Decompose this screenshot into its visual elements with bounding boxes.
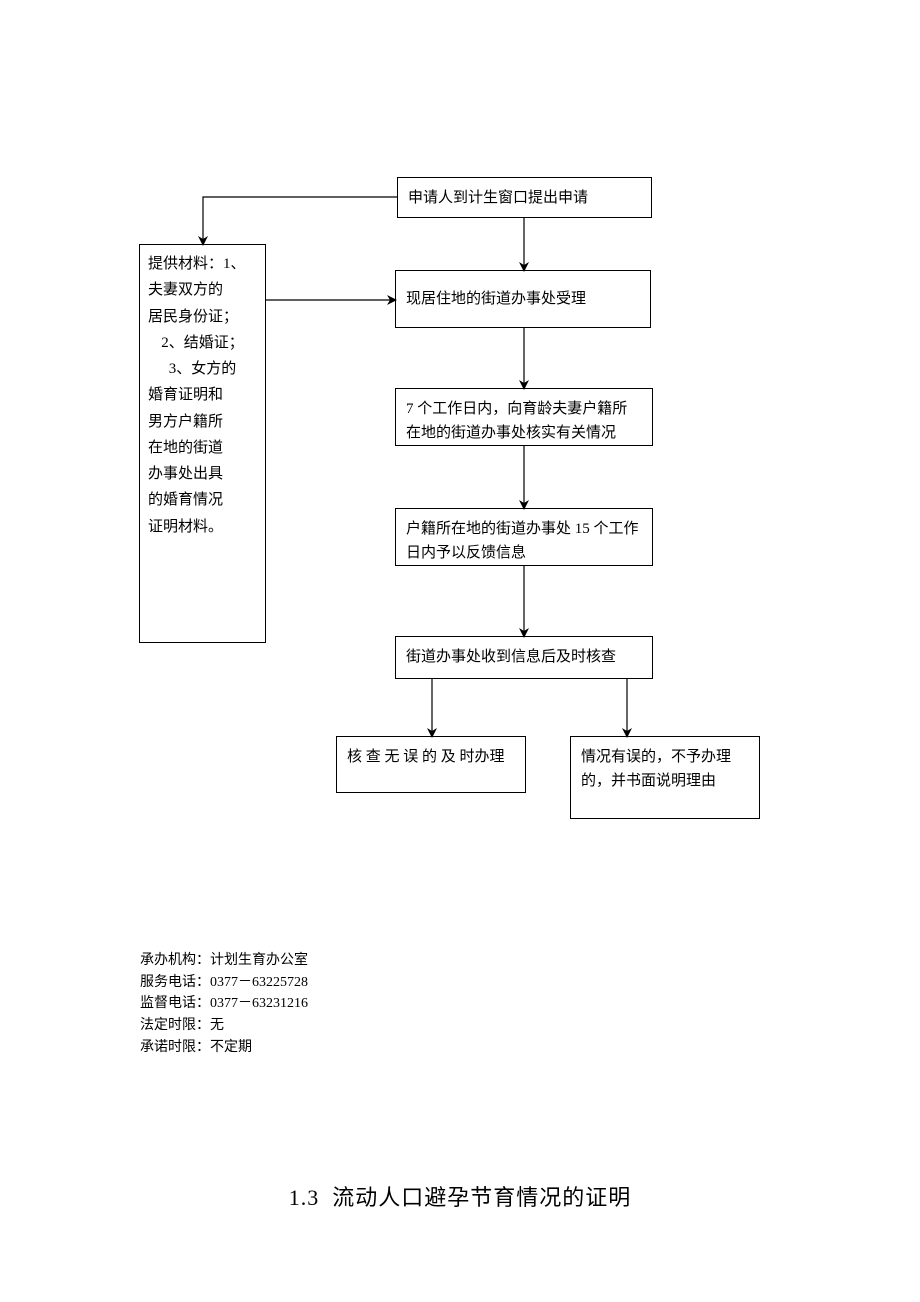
footer-service: 服务电话：0377－63225728: [140, 972, 308, 994]
materials-line-5: 3、女方的: [148, 356, 257, 382]
node-materials: 提供材料：1、 夫妻双方的 居民身份证； 2、结婚证； 3、女方的 婚育证明和 …: [139, 244, 266, 643]
node-accept: 现居住地的街道办事处受理: [395, 270, 651, 328]
materials-line-7: 男方户籍所: [148, 409, 257, 435]
footer-supervise: 监督电话：0377－63231216: [140, 993, 308, 1015]
footer-supervise-label: 监督电话：: [140, 996, 210, 1011]
node-review: 街道办事处收到信息后及时核查: [395, 636, 653, 679]
section-heading: 1.3 流动人口避孕节育情况的证明: [0, 1180, 920, 1212]
footer-promise-label: 承诺时限：: [140, 1040, 210, 1055]
materials-line-8: 在地的街道: [148, 435, 257, 461]
materials-line-10: 的婚育情况: [148, 487, 257, 513]
node-result-reject: 情况有误的，不予办理的，并书面说明理由: [570, 736, 760, 819]
materials-line-1: 提供材料：1、: [148, 251, 257, 277]
footer-service-value: 0377－63225728: [210, 975, 308, 990]
footer-promise-value: 不定期: [210, 1040, 252, 1055]
footer-org: 承办机构：计划生育办公室: [140, 950, 308, 972]
footer-legal-value: 无: [210, 1018, 224, 1033]
node-verify: 7 个工作日内，向育龄夫妻户籍所在地的街道办事处核实有关情况: [395, 388, 653, 446]
section-title: 流动人口避孕节育情况的证明: [332, 1185, 631, 1210]
footer-promise: 承诺时限：不定期: [140, 1037, 308, 1059]
materials-line-4: 2、结婚证；: [148, 330, 257, 356]
materials-line-11: 证明材料。: [148, 514, 257, 540]
node-feedback: 户籍所在地的街道办事处 15 个工作日内予以反馈信息: [395, 508, 653, 566]
footer-legal: 法定时限：无: [140, 1015, 308, 1037]
materials-line-6: 婚育证明和: [148, 382, 257, 408]
footer-org-label: 承办机构：: [140, 953, 210, 968]
footer-service-label: 服务电话：: [140, 975, 210, 990]
materials-line-9: 办事处出具: [148, 461, 257, 487]
footer-org-value: 计划生育办公室: [210, 953, 308, 968]
materials-line-3: 居民身份证；: [148, 304, 257, 330]
footer-supervise-value: 0377－63231216: [210, 996, 308, 1011]
node-result-ok: 核 查 无 误 的 及 时办理: [336, 736, 526, 793]
footer-info: 承办机构：计划生育办公室 服务电话：0377－63225728 监督电话：037…: [140, 950, 308, 1058]
node-apply: 申请人到计生窗口提出申请: [397, 177, 652, 218]
section-number: 1.3: [289, 1185, 320, 1210]
materials-line-2: 夫妻双方的: [148, 277, 257, 303]
footer-legal-label: 法定时限：: [140, 1018, 210, 1033]
